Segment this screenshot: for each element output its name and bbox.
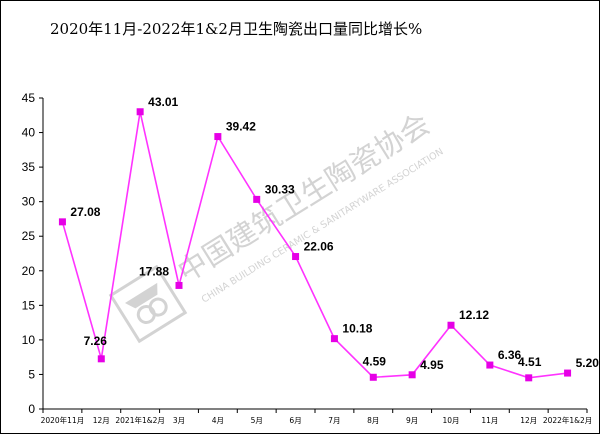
data-point bbox=[175, 281, 183, 289]
x-tick-label: 7月 bbox=[328, 416, 340, 425]
x-tick-label: 11月 bbox=[481, 416, 498, 425]
data-labels: 27.08 7.26 43.01 17.88 39.42 30.33 22.06 10.18 4… bbox=[70, 95, 599, 372]
x-tick-label: 5月 bbox=[251, 416, 263, 425]
data-label: 10.18 bbox=[342, 322, 372, 336]
data-point bbox=[330, 335, 338, 343]
y-tick-label: 10 bbox=[22, 333, 36, 347]
series-polyline bbox=[61, 111, 568, 379]
data-point bbox=[214, 133, 222, 141]
data-label: 43.01 bbox=[148, 95, 178, 109]
data-point bbox=[447, 321, 455, 329]
chart-title: 2020年11月-2022年1&2月卫生陶瓷出口量同比增长% bbox=[50, 20, 423, 38]
data-point bbox=[292, 253, 300, 261]
watermark-cn-text: 中国建筑卫生陶瓷协会 bbox=[172, 106, 436, 289]
x-tick-label: 2022年1&2月 bbox=[543, 415, 592, 425]
x-tick-label: 12月 bbox=[93, 416, 110, 425]
x-tick-label: 12月 bbox=[520, 416, 537, 425]
data-point bbox=[564, 369, 572, 377]
y-tick-label: 40 bbox=[22, 126, 36, 140]
x-tick-label: 2020年11月 bbox=[41, 415, 85, 425]
data-label: 4.95 bbox=[420, 358, 444, 372]
data-label: 12.12 bbox=[459, 308, 489, 322]
x-tick-label: 4月 bbox=[212, 416, 224, 425]
data-label: 4.51 bbox=[518, 355, 542, 369]
y-tick-label: 30 bbox=[22, 195, 36, 209]
y-tick-label: 0 bbox=[28, 402, 35, 416]
data-label: 27.08 bbox=[70, 205, 100, 219]
x-tick-label: 9月 bbox=[406, 416, 418, 425]
data-point bbox=[408, 371, 416, 379]
data-label: 5.20 bbox=[576, 356, 600, 370]
data-point bbox=[97, 355, 105, 363]
data-point bbox=[58, 218, 66, 226]
y-tick-label: 5 bbox=[28, 367, 35, 381]
watermark: 中国建筑卫生陶瓷协会 CHINA BUILDING CERAMIC & SANI… bbox=[108, 106, 446, 344]
data-point bbox=[486, 361, 494, 369]
data-label: 30.33 bbox=[265, 182, 295, 196]
x-tick-label: 6月 bbox=[289, 416, 301, 425]
data-point bbox=[136, 108, 144, 116]
series-line bbox=[58, 108, 572, 382]
data-point bbox=[525, 374, 533, 382]
data-label: 39.42 bbox=[226, 120, 256, 134]
data-label: 7.26 bbox=[84, 334, 108, 348]
x-tick-label: 10月 bbox=[442, 416, 459, 425]
x-tick-label: 3月 bbox=[173, 416, 185, 425]
y-tick-label: 45 bbox=[22, 91, 36, 105]
data-label: 6.36 bbox=[498, 348, 522, 362]
ceramic-association-logo-icon bbox=[108, 264, 188, 344]
axes: 0 5 10 15 20 25 30 35 40 45 2020年11月 12月 2021年1&2月 3月… bbox=[22, 91, 593, 425]
y-tick-label: 20 bbox=[22, 264, 36, 278]
y-tick-label: 35 bbox=[22, 160, 36, 174]
data-point bbox=[369, 373, 377, 381]
x-tick-label: 2021年1&2月 bbox=[115, 415, 164, 425]
data-label: 17.88 bbox=[139, 264, 169, 278]
data-label: 22.06 bbox=[304, 240, 334, 254]
y-tick-label: 15 bbox=[22, 298, 36, 312]
y-tick-label: 25 bbox=[22, 229, 36, 243]
data-point bbox=[253, 195, 261, 203]
data-label: 4.59 bbox=[363, 354, 387, 368]
x-tick-label: 8月 bbox=[367, 416, 379, 425]
